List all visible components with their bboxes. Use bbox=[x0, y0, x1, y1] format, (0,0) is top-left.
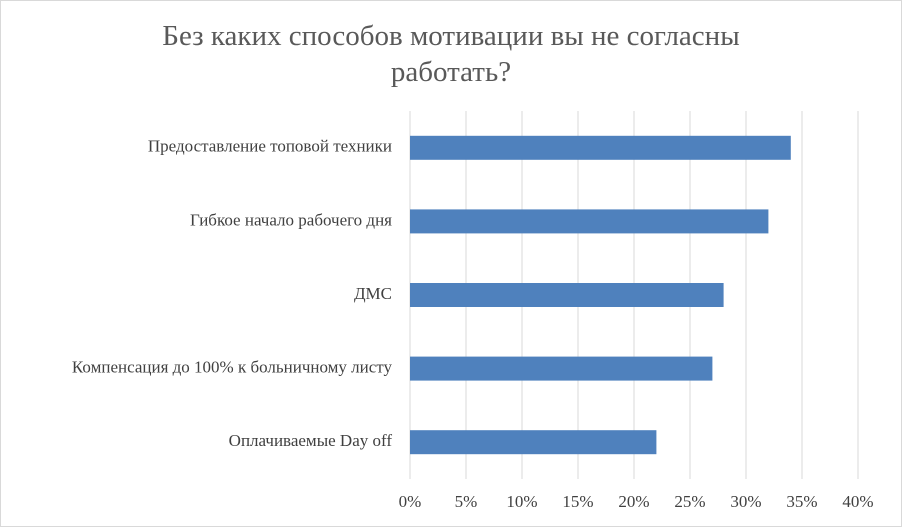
y-tick-label: ДМС bbox=[354, 284, 392, 303]
bar bbox=[410, 209, 769, 234]
x-tick-label: 10% bbox=[506, 492, 537, 511]
x-tick-label: 15% bbox=[562, 492, 593, 511]
y-tick-label: Оплачиваемые Day off bbox=[229, 431, 393, 450]
x-tick-label: 5% bbox=[455, 492, 478, 511]
bar bbox=[410, 356, 713, 381]
x-tick-label: 30% bbox=[730, 492, 761, 511]
bar bbox=[410, 430, 657, 455]
chart-title: Без каких способов мотивации вы не согла… bbox=[162, 20, 740, 88]
y-tick-label: Предоставление топовой техники bbox=[148, 137, 392, 156]
x-tick-label: 0% bbox=[399, 492, 422, 511]
y-tick-label: Гибкое начало рабочего дня bbox=[190, 210, 392, 229]
x-tick-label: 20% bbox=[618, 492, 649, 511]
bar bbox=[410, 283, 724, 307]
y-tick-label: Компенсация до 100% к больничному листу bbox=[72, 358, 393, 377]
x-tick-label: 40% bbox=[842, 492, 873, 511]
x-tick-label: 25% bbox=[674, 492, 705, 511]
x-tick-label: 35% bbox=[786, 492, 817, 511]
bar bbox=[410, 135, 791, 160]
